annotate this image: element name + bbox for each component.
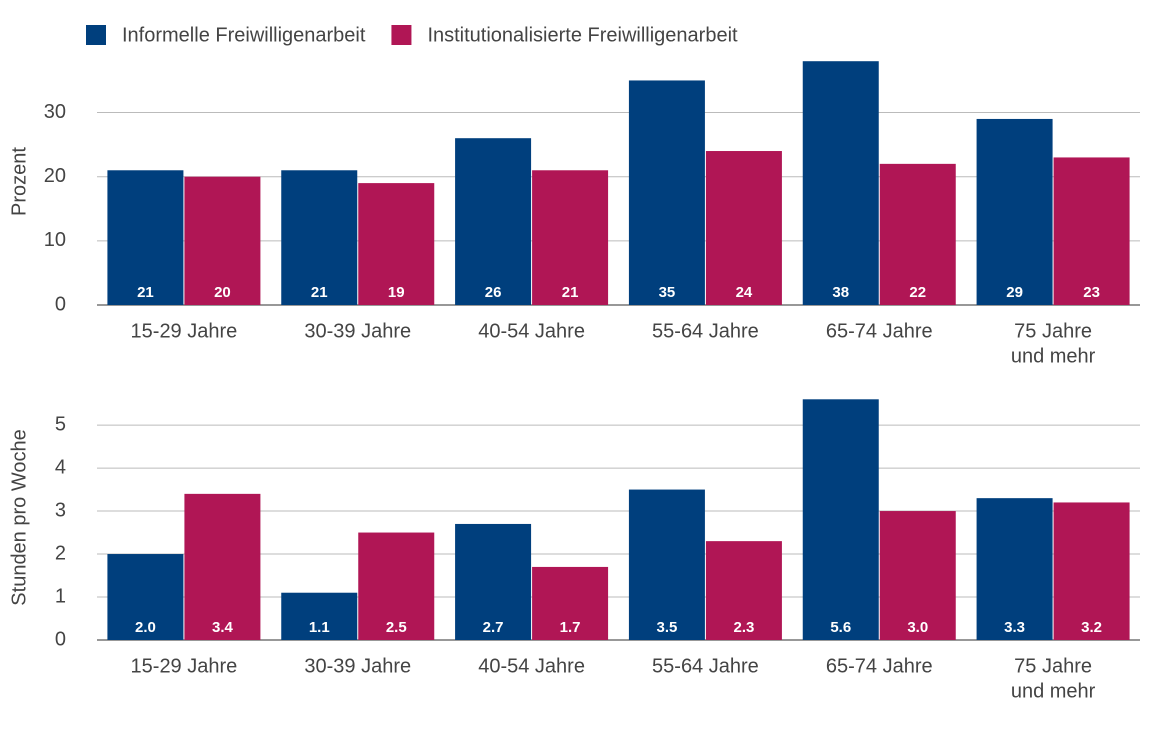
value-label: 26 (485, 284, 502, 301)
y-tick-label: 0 (55, 628, 66, 650)
value-label: 2.3 (733, 619, 754, 636)
y-axis-label: Stunden pro Woche (8, 429, 30, 605)
bar (358, 532, 435, 640)
y-tick-label: 30 (44, 101, 66, 123)
bar (802, 61, 879, 305)
legend-swatch (391, 25, 412, 45)
value-label: 38 (832, 284, 849, 301)
x-tick-label: 55-64 Jahre (652, 655, 759, 677)
bar (628, 80, 705, 305)
value-label: 1.7 (560, 619, 581, 636)
value-label: 19 (388, 284, 405, 301)
y-tick-label: 1 (55, 585, 66, 607)
bar (802, 399, 879, 640)
value-label: 3.3 (1004, 619, 1025, 636)
value-label: 21 (562, 284, 579, 301)
bar (879, 163, 956, 305)
bar (184, 493, 261, 640)
bar (107, 170, 184, 305)
x-tick-label: 40-54 Jahre (478, 320, 585, 342)
y-tick-label: 20 (44, 165, 66, 187)
bar (107, 554, 184, 640)
y-tick-label: 10 (44, 229, 66, 251)
x-tick-label: und mehr (1011, 680, 1096, 702)
bar (705, 541, 782, 640)
x-tick-label: 65-74 Jahre (826, 655, 933, 677)
value-label: 23 (1083, 284, 1100, 301)
bar (1053, 157, 1130, 305)
bar (879, 511, 956, 640)
value-label: 29 (1006, 284, 1023, 301)
x-tick-label: 30-39 Jahre (304, 320, 411, 342)
y-axis-label: Prozent (8, 147, 30, 216)
value-label: 21 (311, 284, 328, 301)
value-label: 35 (659, 284, 676, 301)
bar (976, 498, 1053, 640)
value-label: 20 (214, 284, 231, 301)
x-tick-label: 15-29 Jahre (131, 320, 238, 342)
bar (628, 489, 705, 640)
x-tick-label: 55-64 Jahre (652, 320, 759, 342)
x-tick-label: 75 Jahre (1014, 320, 1092, 342)
legend-swatch (86, 25, 106, 45)
bar (184, 176, 261, 305)
value-label: 3.5 (656, 619, 677, 636)
value-label: 22 (909, 284, 926, 301)
value-label: 2.7 (483, 619, 504, 636)
bar (281, 592, 358, 640)
bar (976, 118, 1053, 305)
bar (281, 170, 358, 305)
legend-label: Institutionalisierte Freiwilligenarbeit (427, 24, 738, 46)
value-label: 21 (137, 284, 154, 301)
bar (532, 170, 609, 305)
y-tick-label: 5 (55, 413, 66, 435)
y-tick-label: 0 (55, 293, 66, 315)
x-tick-label: 15-29 Jahre (131, 655, 238, 677)
value-label: 5.6 (830, 619, 851, 636)
value-label: 3.2 (1081, 619, 1102, 636)
y-tick-label: 2 (55, 542, 66, 564)
y-tick-label: 3 (55, 499, 66, 521)
value-label: 3.0 (907, 619, 928, 636)
x-tick-label: 40-54 Jahre (478, 655, 585, 677)
x-tick-label: 30-39 Jahre (304, 655, 411, 677)
x-tick-label: 65-74 Jahre (826, 320, 933, 342)
value-label: 1.1 (309, 619, 330, 636)
value-label: 2.5 (386, 619, 407, 636)
value-label: 2.0 (135, 619, 156, 636)
bar (455, 523, 532, 640)
x-tick-label: 75 Jahre (1014, 655, 1092, 677)
bar (455, 138, 532, 305)
value-label: 24 (736, 284, 753, 301)
bar (358, 183, 435, 305)
y-tick-label: 4 (55, 456, 66, 478)
bar (705, 151, 782, 305)
legend-label: Informelle Freiwilligenarbeit (122, 24, 366, 46)
value-label: 3.4 (212, 619, 234, 636)
bar (532, 566, 609, 640)
bar (1053, 502, 1130, 640)
x-tick-label: und mehr (1011, 345, 1096, 367)
